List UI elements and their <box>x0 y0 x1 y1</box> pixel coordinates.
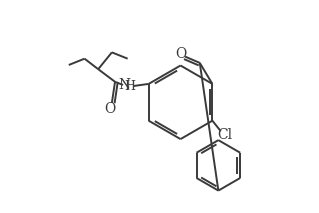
Text: H: H <box>124 79 135 92</box>
Text: O: O <box>104 102 115 116</box>
Text: Cl: Cl <box>217 128 232 142</box>
Text: N: N <box>118 78 130 92</box>
Text: O: O <box>175 47 186 62</box>
